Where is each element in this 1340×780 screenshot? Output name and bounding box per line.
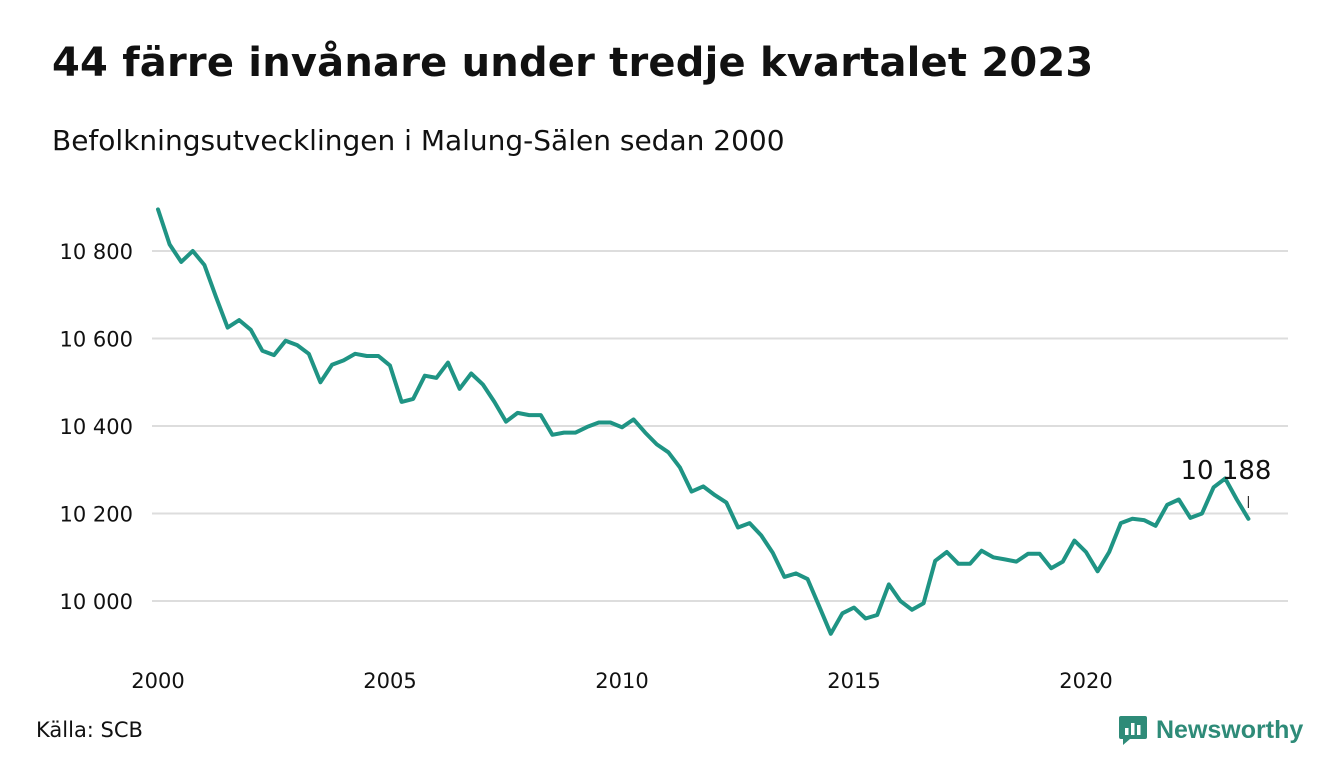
chart-subtitle: Befolkningsutvecklingen i Malung-Sälen s… (52, 124, 785, 157)
chart-title: 44 färre invånare under tredje kvartalet… (52, 40, 1094, 86)
y-tick-label: 10 800 (60, 240, 133, 264)
x-tick-label: 2020 (1059, 669, 1112, 693)
source-label: Källa: SCB (36, 718, 143, 742)
x-tick-label: 2010 (595, 669, 648, 693)
bar-chart-speech-icon (1119, 716, 1147, 745)
population-series-line (156, 207, 1251, 636)
grid-lines (152, 250, 1288, 602)
y-tick-label: 10 200 (60, 503, 133, 527)
y-tick-label: 10 400 (60, 415, 133, 439)
y-axis-tick-labels: 10 000 10 200 10 400 10 600 10 800 (60, 240, 133, 614)
brand-logo: Newsworthy (1118, 714, 1303, 746)
end-value-label: 10 188 (1181, 456, 1272, 486)
x-tick-label: 2015 (827, 669, 880, 693)
y-tick-label: 10 600 (60, 328, 133, 352)
x-tick-label: 2005 (363, 669, 416, 693)
y-tick-label: 10 000 (60, 590, 133, 614)
x-axis-tick-labels: 2000 2005 2010 2015 2020 (131, 669, 1112, 693)
x-tick-label: 2000 (131, 669, 184, 693)
brand-name: Newsworthy (1156, 715, 1304, 744)
